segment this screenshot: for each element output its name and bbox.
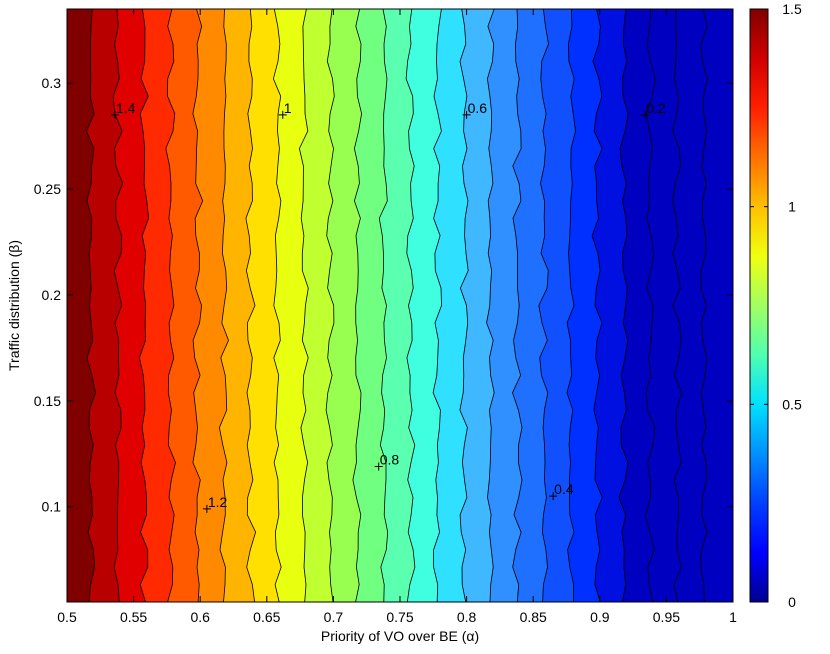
contour-line (538, 9, 549, 602)
contour-label-marker (374, 462, 383, 471)
colorbar-tick-label: 1 (788, 199, 796, 215)
x-tick-label: 0.95 (653, 609, 680, 625)
contour-labels: 1.4 1 0.6 0.2 1.2 0.8 0.4 (110, 100, 666, 513)
contour-label-marker (202, 504, 211, 513)
x-tick-label: 0.7 (324, 609, 344, 625)
y-tick-label: 0.2 (42, 287, 62, 303)
contour-label-marker (641, 110, 650, 119)
y-tick-label: 0.1 (42, 499, 62, 515)
x-tick-label: 1 (729, 609, 737, 625)
contour-label-text: 0.6 (468, 100, 488, 116)
x-tick-label: 0.55 (120, 609, 147, 625)
contour-label: 1 (278, 100, 292, 119)
contour-line (432, 9, 442, 602)
contour-line (618, 9, 629, 602)
y-tick-label: 0.25 (34, 181, 61, 197)
y-axis-ticks: 0.1 0.15 0.2 0.25 0.3 (34, 75, 733, 515)
x-tick-label: 0.9 (590, 609, 610, 625)
contour-label-marker (549, 492, 558, 501)
contour-line (298, 9, 309, 602)
contour-line (325, 9, 335, 602)
contour-label-text: 0.2 (646, 100, 666, 116)
contour-line (512, 9, 523, 602)
x-axis-label: Priority of VO over BE (α) (321, 628, 479, 644)
x-tick-label: 0.75 (386, 609, 413, 625)
contour-line (700, 9, 708, 602)
contour-line (218, 9, 229, 602)
contour-label: 1.2 (202, 494, 228, 513)
contour-label: 0.8 (374, 451, 400, 471)
contour-line (645, 9, 656, 602)
contour-label-marker (278, 110, 287, 119)
contour-label: 0.4 (549, 481, 574, 501)
contour-label-text: 1.4 (116, 100, 136, 116)
contour-line (459, 9, 469, 602)
colorbar-tick-label: 0.5 (782, 396, 802, 412)
colorbar-tick-label: 1.5 (782, 1, 802, 17)
contour-label-marker (462, 110, 471, 119)
contour-line (86, 9, 96, 602)
contour-line (272, 9, 282, 602)
y-tick-label: 0.3 (42, 75, 62, 91)
x-tick-label: 0.85 (520, 609, 547, 625)
contour-line (165, 9, 176, 602)
contour-label: 0.2 (641, 100, 666, 119)
x-tick-label: 0.8 (457, 609, 477, 625)
colorbar-tick-label: 0 (788, 594, 796, 610)
contour-label-text: 0.8 (380, 451, 400, 467)
contour-line (138, 9, 150, 602)
y-axis-label: Traffic distribution (β) (6, 240, 22, 371)
contour-label-text: 1.2 (208, 494, 228, 510)
x-tick-label: 0.6 (190, 609, 210, 625)
contour-line (245, 9, 257, 602)
contour-line (591, 9, 603, 602)
contour-line (672, 9, 683, 602)
contour-line (378, 9, 389, 602)
contour-line (352, 9, 363, 602)
contour-label-text: 0.4 (554, 481, 574, 497)
contour-label: 0.6 (462, 100, 488, 119)
contour-line (486, 9, 495, 602)
contour-line (112, 9, 124, 602)
x-tick-label: 0.65 (253, 609, 280, 625)
contour-label-text: 1 (284, 100, 292, 116)
contour-line (192, 9, 204, 602)
x-axis-ticks: 0.5 0.55 0.6 0.65 0.7 0.75 0.8 0.85 0.9 0.95 1 (57, 9, 737, 625)
contour-label-marker (110, 110, 119, 119)
contour-label: 1.4 (110, 100, 136, 119)
x-tick-label: 0.5 (57, 609, 77, 625)
filled-contour-bands (67, 9, 733, 602)
colorbar (750, 9, 768, 602)
contour-line (566, 9, 576, 602)
contour-lines (86, 9, 708, 602)
colorbar-frame (749, 8, 769, 603)
contour-line (405, 9, 416, 602)
colorbar-ticks: 0 0.5 1 1.5 (750, 1, 802, 610)
y-tick-label: 0.15 (34, 393, 61, 409)
